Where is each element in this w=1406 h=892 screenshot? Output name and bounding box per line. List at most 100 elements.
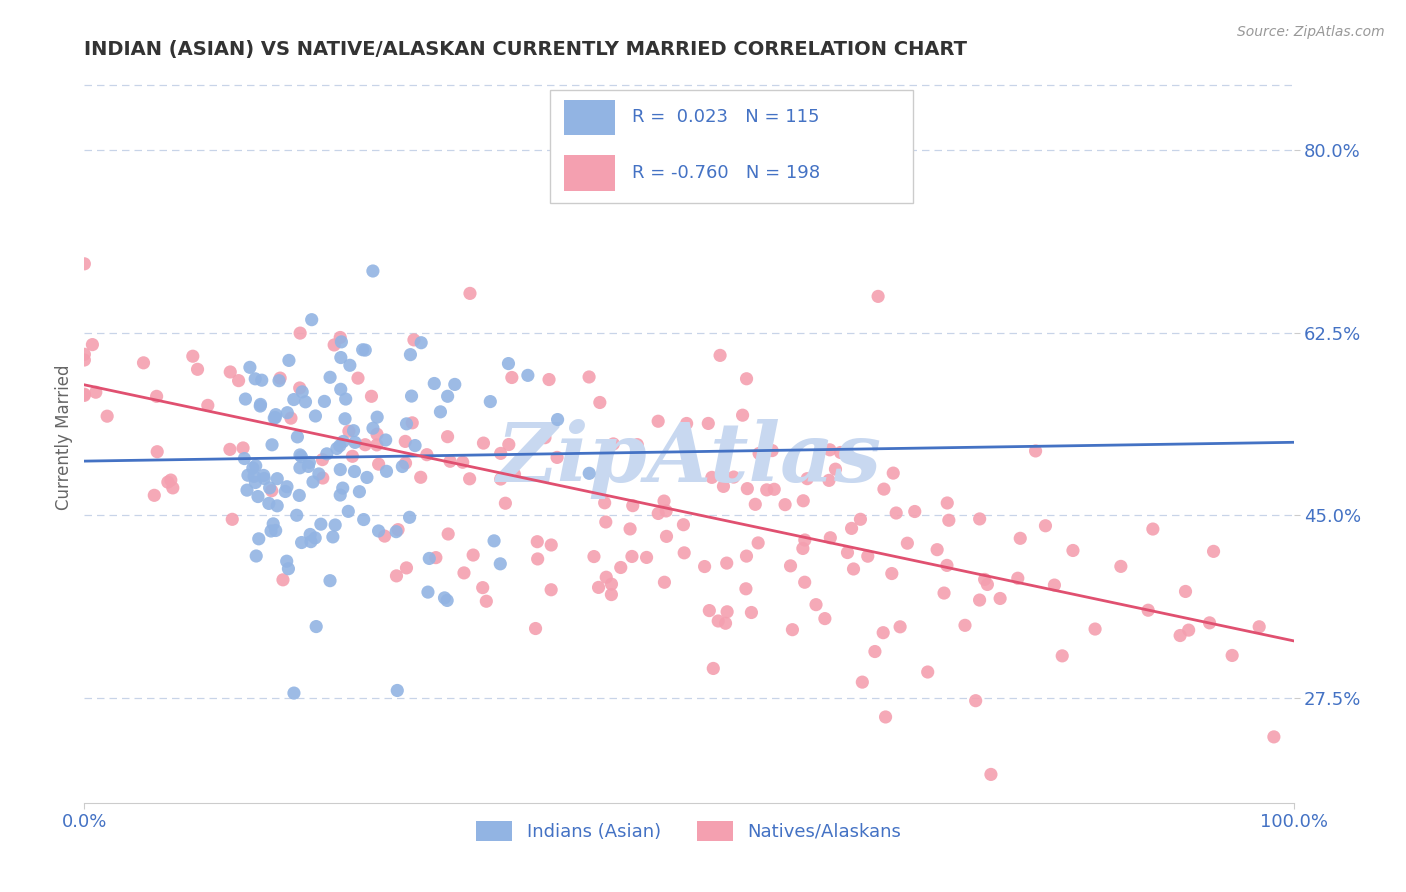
Point (953, 618, 976, 632)
Point (291, 384, 314, 399)
Point (385, 524, 408, 539)
Point (367, 457, 389, 471)
Point (239, 360, 262, 375)
Point (297, 459, 319, 474)
Point (830, 445, 852, 459)
Point (578, 370, 600, 384)
Point (343, 465, 366, 479)
Point (672, 517, 695, 532)
Point (243, 469, 266, 483)
Point (329, 462, 352, 476)
Point (332, 434, 354, 449)
Point (626, 437, 648, 451)
Point (319, 370, 342, 384)
Point (793, 533, 815, 547)
Point (326, 442, 349, 456)
Point (932, 586, 955, 600)
Point (707, 614, 730, 628)
Point (263, 411, 285, 425)
Point (969, 512, 991, 526)
Point (145, 389, 167, 403)
Point (804, 598, 827, 612)
Point (547, 412, 569, 426)
Point (463, 548, 485, 562)
Point (793, 575, 815, 590)
Point (1306, 676, 1329, 690)
Point (429, 405, 451, 419)
Point (792, 541, 814, 556)
Point (280, 411, 302, 425)
Point (291, 535, 314, 549)
Point (755, 483, 778, 497)
Point (872, 625, 894, 640)
Point (304, 531, 326, 545)
Point (283, 392, 305, 407)
Point (423, 376, 446, 391)
Point (503, 467, 526, 482)
Point (837, 545, 859, 559)
Point (969, 593, 991, 607)
Point (262, 516, 284, 531)
Point (1306, 700, 1329, 714)
Point (266, 472, 288, 486)
Point (329, 439, 352, 453)
Text: ZipAtlas: ZipAtlas (496, 419, 882, 499)
Point (132, 356, 155, 370)
Point (436, 389, 458, 403)
Point (276, 406, 298, 420)
Point (773, 498, 796, 512)
Point (360, 389, 382, 403)
Point (395, 561, 418, 575)
Point (723, 470, 745, 484)
Point (1249, 620, 1271, 634)
Point (779, 558, 801, 573)
Point (411, 335, 433, 350)
Point (458, 286, 481, 301)
Point (761, 443, 783, 458)
Point (936, 496, 959, 510)
Point (329, 488, 352, 502)
Point (546, 450, 568, 465)
Point (356, 470, 378, 484)
Point (416, 585, 439, 599)
Point (697, 417, 720, 431)
Point (818, 442, 841, 457)
Point (249, 397, 271, 411)
Point (873, 482, 896, 496)
Point (1306, 515, 1329, 529)
Point (416, 448, 439, 462)
Point (1050, 648, 1073, 663)
Point (73, 347, 96, 361)
Point (526, 534, 548, 549)
Point (219, 365, 242, 379)
Point (735, 549, 758, 563)
Point (304, 409, 326, 423)
Point (271, 573, 294, 587)
Point (330, 334, 353, 349)
Point (747, 536, 769, 550)
Point (709, 348, 731, 362)
Point (1198, 615, 1220, 630)
Point (267, 374, 290, 388)
Point (260, 524, 283, 538)
Point (247, 532, 270, 546)
Point (436, 430, 458, 444)
Point (748, 446, 770, 460)
Point (636, 550, 658, 565)
Point (935, 558, 957, 573)
Point (471, 581, 494, 595)
Point (582, 549, 605, 564)
Point (322, 530, 344, 544)
Point (763, 483, 786, 497)
Point (343, 435, 366, 450)
Point (973, 573, 995, 587)
Point (1177, 623, 1199, 637)
FancyBboxPatch shape (550, 90, 912, 203)
Point (868, 289, 890, 303)
Point (314, 394, 336, 409)
Point (482, 533, 505, 548)
Point (792, 493, 814, 508)
Point (354, 343, 377, 357)
Point (276, 554, 298, 568)
Point (927, 542, 949, 557)
